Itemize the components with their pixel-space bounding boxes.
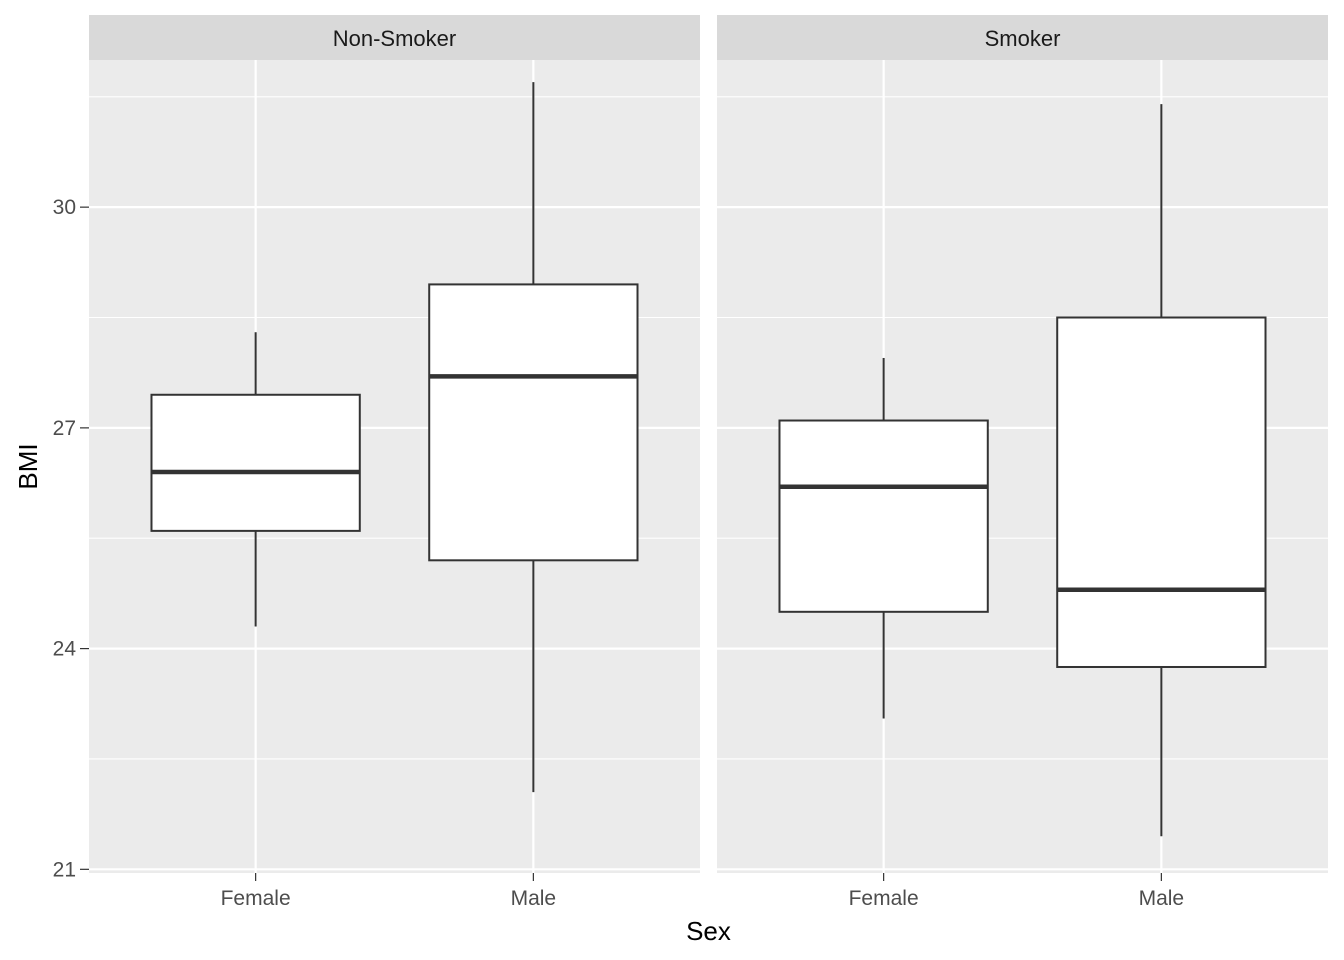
x-tick-label: Male [1139, 887, 1185, 910]
y-tick-label: 24 [53, 638, 77, 661]
y-tick-label: 27 [53, 417, 76, 440]
x-tick-label: Female [849, 887, 919, 910]
y-tick-label: 30 [53, 196, 76, 219]
facet-strip [717, 15, 1328, 60]
y-tick-label: 21 [53, 858, 76, 881]
box-smoker-male [1056, 104, 1267, 837]
x-axis-title: Sex [686, 916, 731, 946]
box-non-smoker-male [428, 82, 639, 793]
box-iqr [428, 283, 639, 562]
box-iqr [778, 419, 989, 613]
x-tick-label: Male [511, 887, 557, 910]
box-smoker-female [778, 357, 989, 719]
box-non-smoker-female [150, 332, 361, 627]
facet-strip-label: Non-Smoker [333, 26, 456, 51]
facet-strip [89, 15, 700, 60]
box-iqr [150, 393, 361, 532]
x-tick-label: Female [221, 887, 291, 910]
y-axis-title: BMI [13, 443, 43, 489]
facet-strip-label: Smoker [985, 26, 1061, 51]
box-iqr [1056, 316, 1267, 668]
